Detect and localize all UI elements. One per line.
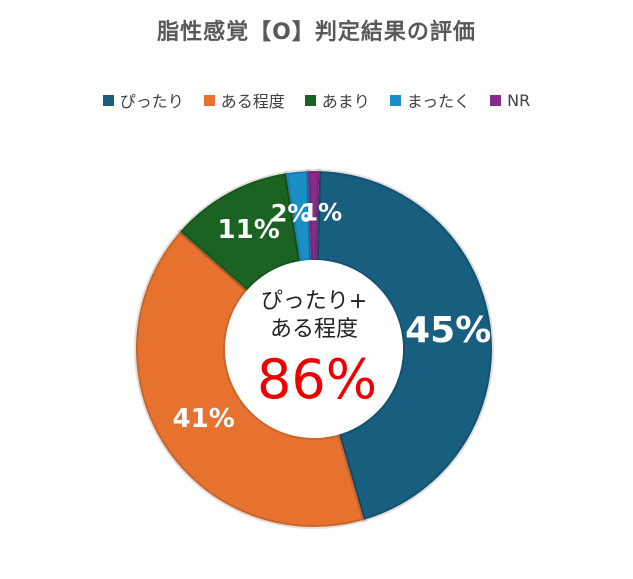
center-caption-line2: ある程度 xyxy=(270,317,358,342)
data-label-amari: 11% xyxy=(218,215,280,245)
legend-swatch-pittari xyxy=(102,94,114,106)
legend-item-nr: NR xyxy=(490,91,530,110)
chart-legend: ぴったり ある程度 あまり まったく NR xyxy=(0,88,633,112)
chart-title: 脂性感覚【O】判定結果の評価 xyxy=(157,20,476,45)
legend-label-mattaku: まったく xyxy=(406,92,471,111)
data-label-mattaku: 2% xyxy=(271,199,312,227)
legend-swatch-mattaku xyxy=(389,94,401,106)
legend-item-mattaku: まったく xyxy=(389,88,471,112)
legend-label-nr: NR xyxy=(507,90,531,110)
data-label-pittari: 45% xyxy=(405,310,491,351)
center-caption-line1: ぴったり+ xyxy=(261,289,367,314)
legend-item-aruteido: ある程度 xyxy=(203,88,285,112)
legend-swatch-nr xyxy=(490,94,502,106)
legend-swatch-aruteido xyxy=(203,94,215,106)
legend-label-aruteido: ある程度 xyxy=(220,92,285,111)
legend-swatch-amari xyxy=(304,94,316,106)
legend-label-amari: あまり xyxy=(321,92,370,111)
donut-data-labels: 45% 41% 11%2%1% xyxy=(173,199,492,434)
data-label-nr: 1% xyxy=(301,199,342,227)
legend-item-amari: あまり xyxy=(304,88,370,112)
center-total-value: 86% xyxy=(257,348,377,411)
donut-hole xyxy=(225,260,403,438)
data-label-aruteido: 41% xyxy=(173,404,235,434)
legend-label-pittari: ぴったり xyxy=(119,92,184,111)
legend-item-pittari: ぴったり xyxy=(102,88,184,112)
